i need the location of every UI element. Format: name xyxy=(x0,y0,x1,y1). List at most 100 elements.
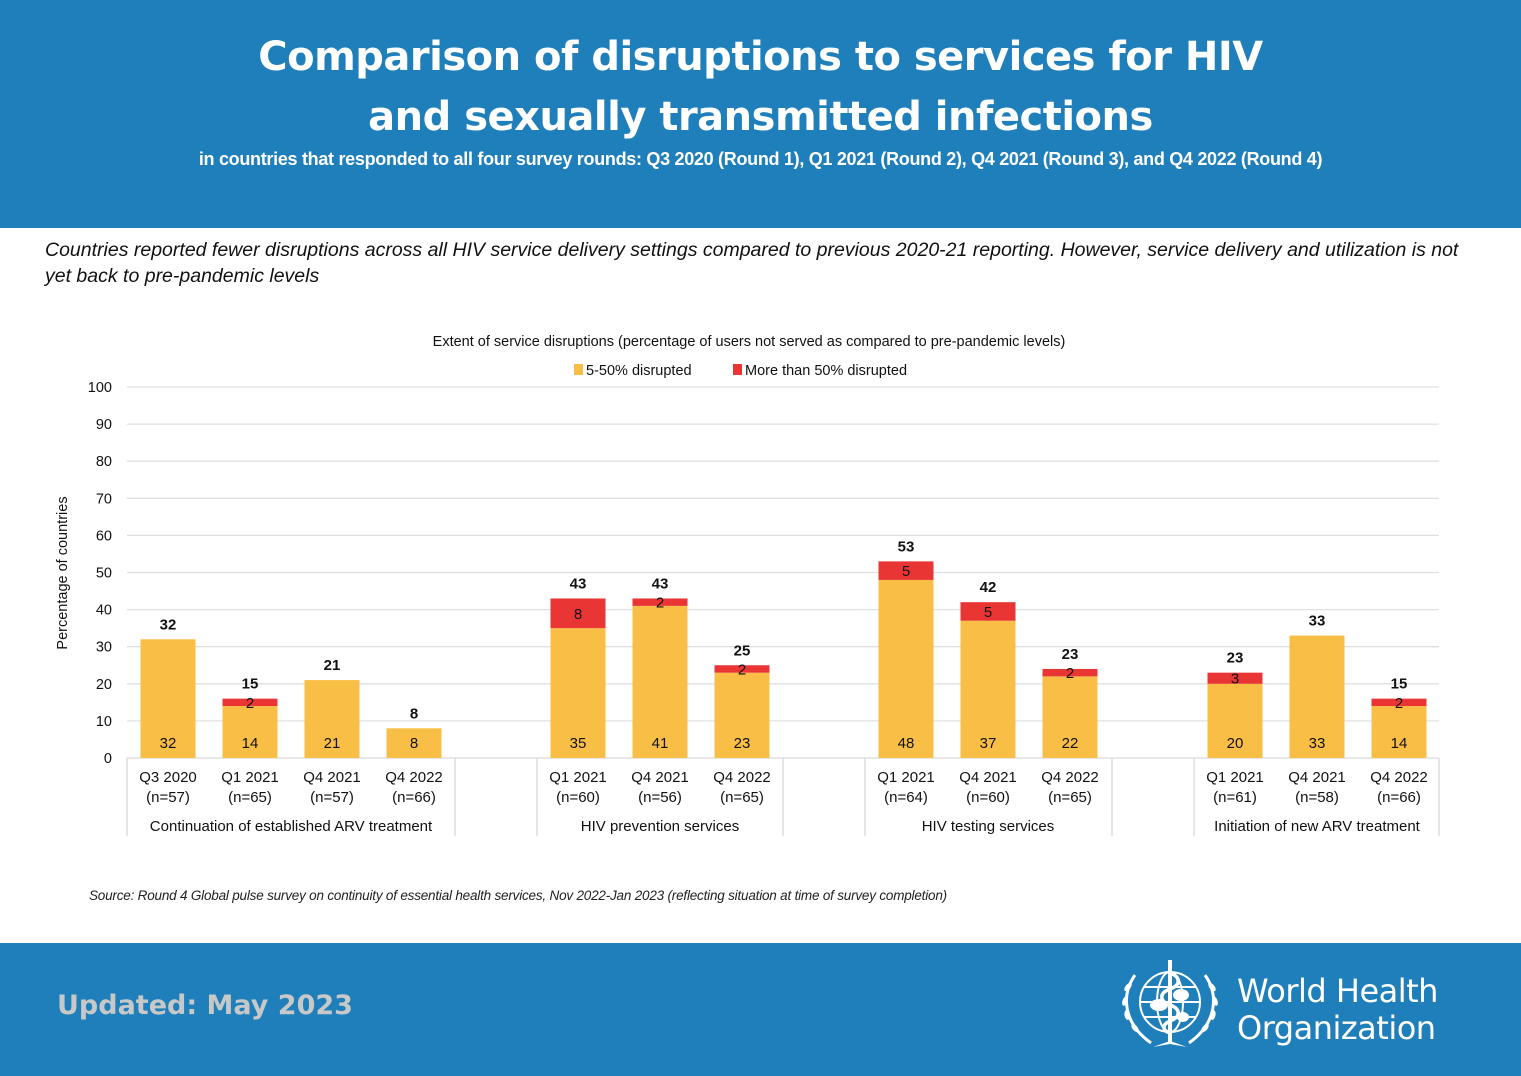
x-tick-period: Q4 2021 xyxy=(303,769,361,786)
x-group-label: HIV testing services xyxy=(922,818,1055,835)
bar-total-label: 43 xyxy=(652,575,669,592)
bar-total-label: 21 xyxy=(324,657,341,674)
bar-severe xyxy=(878,561,934,580)
x-tick-period: Q1 2021 xyxy=(221,769,279,786)
x-tick-sample-size: (n=60) xyxy=(966,789,1010,806)
y-tick-label: 70 xyxy=(96,491,112,507)
bar-moderate-label: 23 xyxy=(734,735,751,752)
intro-text: Countries reported fewer disruptions acr… xyxy=(45,239,1459,287)
bar-severe xyxy=(632,598,688,606)
bar-total-label: 23 xyxy=(1062,646,1079,663)
x-tick-sample-size: (n=60) xyxy=(556,789,600,806)
title-line-1: Comparison of disruptions to services fo… xyxy=(258,34,1263,80)
bar-moderate-label: 22 xyxy=(1062,735,1079,752)
bar-severe-label: 2 xyxy=(246,695,254,712)
bar-total-label: 23 xyxy=(1227,650,1244,667)
x-tick-sample-size: (n=65) xyxy=(720,789,764,806)
footer-banner: Updated: May 2023 xyxy=(0,943,1521,1076)
bar-severe xyxy=(1207,672,1263,684)
chart-legend: 5-50% disrupted More than 50% disrupted xyxy=(574,363,907,379)
x-tick-period: Q4 2021 xyxy=(1288,769,1346,786)
legend-label-severe: More than 50% disrupted xyxy=(745,363,907,379)
bar-severe xyxy=(1371,698,1427,707)
updated-date: Updated: May 2023 xyxy=(57,990,353,1021)
bar-moderate xyxy=(1289,635,1345,758)
bar-moderate xyxy=(222,706,278,758)
subtitle: in countries that responded to all four … xyxy=(198,149,1323,169)
bars: 3232142152121883584341243232254855337542… xyxy=(140,538,1427,758)
bar-severe-label: 2 xyxy=(1066,665,1074,682)
chart-title: Extent of service disruptions (percentag… xyxy=(433,334,1066,350)
x-tick-period: Q4 2022 xyxy=(713,769,771,786)
bar-severe xyxy=(714,665,770,673)
x-tick-period: Q4 2021 xyxy=(631,769,689,786)
bar-moderate-label: 37 xyxy=(980,735,997,752)
bar-severe-label: 2 xyxy=(656,595,664,612)
title-line-2: and sexually transmitted infections xyxy=(368,94,1153,140)
bar-moderate-label: 35 xyxy=(570,735,587,752)
x-tick-period: Q3 2020 xyxy=(139,769,197,786)
x-tick-sample-size: (n=64) xyxy=(884,789,928,806)
bar-moderate xyxy=(386,728,442,758)
bar-severe-label: 2 xyxy=(738,661,746,678)
y-tick-label: 10 xyxy=(96,714,112,730)
bar-moderate-label: 20 xyxy=(1227,735,1244,752)
x-tick-sample-size: (n=65) xyxy=(228,789,272,806)
y-tick-label: 20 xyxy=(96,677,112,693)
x-tick-sample-size: (n=57) xyxy=(146,789,190,806)
bar-moderate xyxy=(1207,683,1263,758)
bar-moderate-label: 32 xyxy=(160,735,177,752)
who-emblem-icon xyxy=(1122,960,1218,1047)
bar-moderate xyxy=(550,628,606,758)
legend-label-moderate: 5-50% disrupted xyxy=(586,363,692,379)
bar-moderate xyxy=(960,620,1016,758)
x-axis-labels: Q3 2020 (n=57) Q1 2021 (n=65) Q4 2021 (n=57) Q… xyxy=(139,769,1428,835)
y-axis-label: Percentage of countries xyxy=(55,496,71,649)
y-tick-label: 60 xyxy=(96,528,112,544)
x-group-label: HIV prevention services xyxy=(581,818,739,835)
legend-swatch-moderate xyxy=(574,364,583,375)
bar-moderate xyxy=(1042,676,1098,758)
bar-severe-label: 5 xyxy=(902,563,910,580)
bar-severe xyxy=(222,698,278,707)
x-tick-period: Q1 2021 xyxy=(549,769,607,786)
bar-total-label: 15 xyxy=(1391,676,1408,693)
y-tick-label: 90 xyxy=(96,417,112,433)
bar-moderate xyxy=(632,605,688,758)
bar-total-label: 53 xyxy=(898,538,915,555)
x-tick-sample-size: (n=66) xyxy=(392,789,436,806)
x-tick-period: Q4 2022 xyxy=(385,769,443,786)
bar-severe-label: 2 xyxy=(1395,695,1403,712)
bar-moderate xyxy=(878,579,934,758)
bar-moderate-label: 21 xyxy=(324,735,341,752)
org-name-line-2: Organization xyxy=(1237,1009,1436,1047)
bar-severe-label: 3 xyxy=(1231,671,1239,688)
legend-swatch-severe xyxy=(733,364,742,375)
y-tick-label: 0 xyxy=(104,751,112,767)
bar-moderate-label: 8 xyxy=(410,735,418,752)
bar-moderate-label: 33 xyxy=(1309,735,1326,752)
bar-total-label: 43 xyxy=(570,575,587,592)
x-tick-period: Q1 2021 xyxy=(1206,769,1264,786)
header-banner: Comparison of disruptions to services fo… xyxy=(0,0,1521,228)
x-tick-sample-size: (n=57) xyxy=(310,789,354,806)
bar-total-label: 32 xyxy=(160,616,177,633)
bar-severe-label: 8 xyxy=(574,606,582,623)
x-tick-sample-size: (n=61) xyxy=(1213,789,1257,806)
x-group-label: Initiation of new ARV treatment xyxy=(1214,818,1421,835)
x-tick-period: Q4 2022 xyxy=(1041,769,1099,786)
x-tick-period: Q4 2022 xyxy=(1370,769,1428,786)
x-tick-sample-size: (n=66) xyxy=(1377,789,1421,806)
who-wordmark: World Health Organization xyxy=(1237,973,1438,1047)
bar-moderate-label: 14 xyxy=(1391,735,1408,752)
bar-moderate-label: 41 xyxy=(652,735,669,752)
bar-severe xyxy=(1042,668,1098,677)
y-tick-label: 80 xyxy=(96,454,112,470)
x-tick-sample-size: (n=56) xyxy=(638,789,682,806)
bar-total-label: 33 xyxy=(1309,613,1326,630)
bar-total-label: 25 xyxy=(734,642,751,659)
x-tick-sample-size: (n=58) xyxy=(1295,789,1339,806)
bar-moderate xyxy=(304,680,360,758)
bar-moderate xyxy=(140,639,196,758)
x-tick-sample-size: (n=65) xyxy=(1048,789,1092,806)
